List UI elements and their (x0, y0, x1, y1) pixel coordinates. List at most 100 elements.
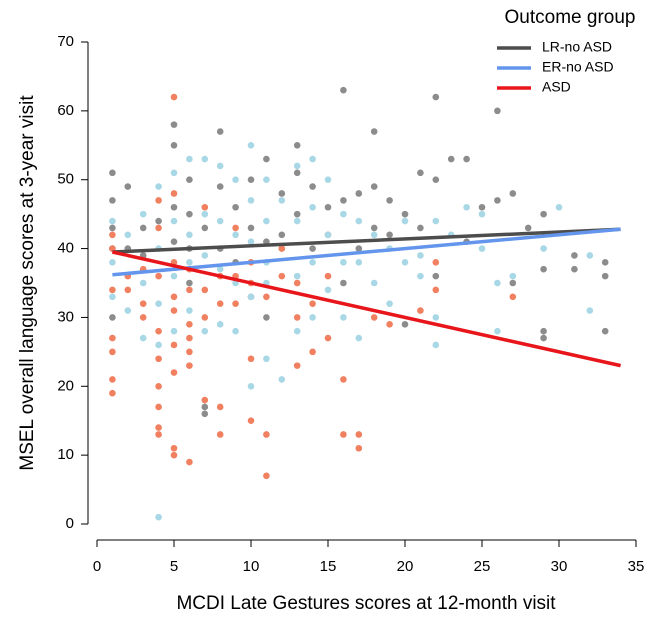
y-tick-label: 0 (66, 515, 74, 532)
point (601, 272, 609, 280)
point (370, 128, 378, 135)
point (263, 155, 270, 163)
point (524, 224, 532, 232)
point (232, 231, 239, 239)
point (401, 259, 409, 266)
point (309, 203, 316, 211)
point (340, 197, 347, 204)
point (417, 272, 424, 280)
point (170, 327, 178, 335)
point (155, 424, 162, 431)
point (417, 224, 424, 232)
point (155, 403, 162, 411)
point (247, 238, 255, 245)
point (201, 403, 209, 411)
point (355, 431, 363, 438)
point (401, 321, 409, 328)
point (494, 327, 501, 335)
x-axis-label: MCDI Late Gestures scores at 12-month vi… (176, 593, 556, 614)
point (370, 231, 378, 239)
fit-line (112, 227, 621, 254)
point (432, 272, 440, 280)
point (186, 334, 193, 342)
point (309, 300, 316, 307)
point (293, 362, 301, 369)
point (386, 197, 393, 204)
point (232, 176, 239, 184)
point (186, 210, 193, 218)
point (293, 217, 301, 225)
point (340, 279, 347, 287)
point (340, 259, 347, 266)
point (478, 203, 486, 211)
point (263, 293, 270, 301)
point (216, 183, 224, 190)
point (355, 245, 363, 252)
point (201, 155, 209, 163)
point (170, 293, 178, 301)
point (386, 321, 393, 328)
point (309, 259, 316, 266)
point (109, 314, 116, 321)
point (586, 252, 594, 259)
point (247, 197, 255, 204)
point (432, 314, 440, 321)
point (324, 231, 332, 239)
point (601, 327, 609, 335)
point (109, 217, 116, 225)
point (247, 293, 255, 301)
y-tick-label: 50 (57, 171, 74, 188)
point (155, 197, 162, 204)
point (601, 259, 609, 266)
point (263, 472, 270, 480)
point (201, 327, 209, 335)
point (324, 203, 332, 211)
point (155, 224, 162, 232)
point (170, 169, 178, 177)
point (155, 217, 162, 225)
point (293, 327, 301, 335)
point (186, 279, 193, 287)
point (571, 252, 578, 259)
point (293, 279, 301, 287)
point (155, 355, 162, 363)
point (170, 369, 178, 376)
point (170, 141, 178, 149)
point (232, 300, 239, 307)
point (155, 300, 162, 307)
point (309, 348, 316, 356)
point (355, 190, 363, 197)
point (324, 334, 332, 342)
point (170, 217, 178, 225)
point (155, 382, 162, 390)
point (186, 259, 193, 266)
point (139, 210, 147, 218)
point (540, 210, 547, 218)
point (340, 86, 347, 94)
fit-line (112, 250, 621, 368)
point (201, 210, 209, 218)
point (201, 252, 209, 259)
point (216, 300, 224, 307)
point (155, 272, 162, 280)
point (170, 93, 178, 101)
point (139, 300, 147, 307)
point (109, 389, 116, 397)
point (494, 197, 501, 204)
point (293, 272, 301, 280)
point (109, 259, 116, 266)
point (186, 348, 193, 356)
point (201, 410, 209, 418)
point (247, 355, 255, 363)
point (494, 107, 501, 115)
point (124, 183, 132, 190)
point (155, 513, 162, 521)
point (170, 238, 178, 245)
point (355, 334, 363, 342)
point (186, 458, 193, 466)
point (540, 245, 547, 252)
point (478, 210, 486, 218)
point (155, 341, 162, 349)
x-tick-label: 20 (397, 558, 414, 575)
x-tick-label: 25 (474, 558, 491, 575)
